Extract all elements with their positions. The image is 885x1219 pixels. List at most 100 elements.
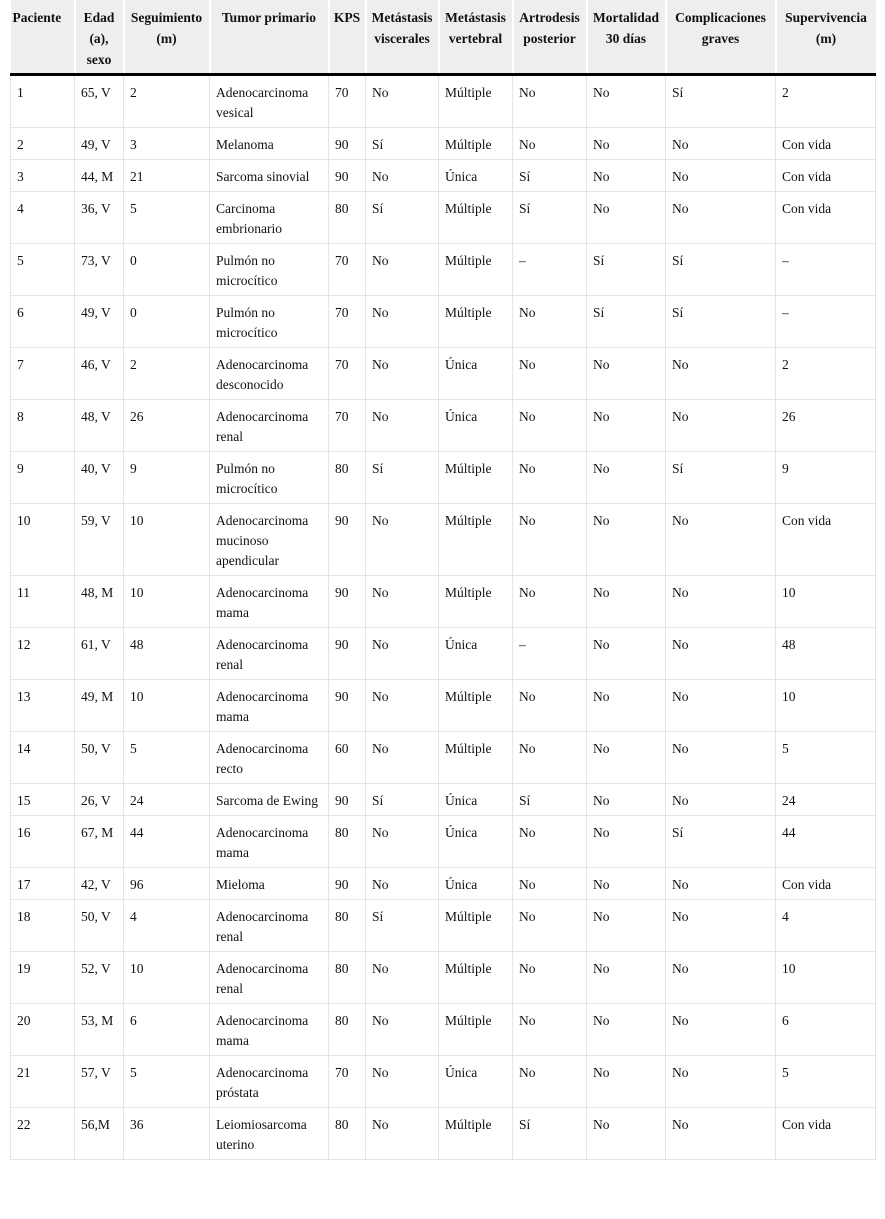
table-cell: 7	[10, 347, 75, 400]
table-cell: No	[365, 295, 439, 348]
table-cell: 11	[10, 575, 75, 628]
table-cell: Adenocarcinoma vesical	[209, 74, 329, 128]
table-cell: 24	[775, 783, 876, 816]
table-cell: 0	[123, 295, 210, 348]
table-cell: 59, V	[74, 503, 124, 576]
table-cell: No	[665, 191, 776, 244]
table-cell: Única	[438, 867, 513, 900]
table-cell: No	[512, 1003, 587, 1056]
table-cell: 5	[123, 731, 210, 784]
column-header: Seguimiento (m)	[122, 0, 210, 76]
table-cell: 80	[328, 951, 366, 1004]
table-cell: 60	[328, 731, 366, 784]
table-cell: 42, V	[74, 867, 124, 900]
table-cell: No	[512, 503, 587, 576]
table-cell: No	[365, 627, 439, 680]
table-cell: 5	[123, 1055, 210, 1108]
table-cell: 48, M	[74, 575, 124, 628]
table-row: 20 53, M 6 Adenocarcinoma mama 80 No Múltiple N…	[10, 1003, 876, 1056]
table-cell: 70	[328, 399, 366, 452]
table-cell: No	[512, 731, 587, 784]
table-cell: No	[665, 867, 776, 900]
table-cell: 1	[10, 74, 75, 128]
table-cell: Única	[438, 159, 513, 192]
table-cell: –	[775, 243, 876, 296]
table-cell: 9	[123, 451, 210, 504]
table-cell: 2	[775, 347, 876, 400]
table-cell: Única	[438, 627, 513, 680]
table-cell: Sarcoma sinovial	[209, 159, 329, 192]
table-cell: 10	[775, 679, 876, 732]
table-row: 3 44, M 21 Sarcoma sinovial 90 No Única Sí No No C…	[10, 159, 876, 192]
table-cell: Sí	[665, 243, 776, 296]
table-cell: 49, M	[74, 679, 124, 732]
table-cell: 50, V	[74, 731, 124, 784]
table-cell: No	[665, 731, 776, 784]
table-cell: No	[665, 347, 776, 400]
table-cell: No	[365, 399, 439, 452]
table-cell: Sí	[365, 127, 439, 160]
table-cell: No	[665, 127, 776, 160]
table-cell: No	[512, 399, 587, 452]
table-cell: No	[586, 899, 666, 952]
table-cell: No	[586, 451, 666, 504]
table-cell: 26	[775, 399, 876, 452]
column-header: Tumor primario	[208, 0, 329, 76]
table-cell: 56,M	[74, 1107, 124, 1160]
table-cell: Pulmón no microcítico	[209, 295, 329, 348]
table-cell: 6	[123, 1003, 210, 1056]
table-cell: 26, V	[74, 783, 124, 816]
table-cell: 18	[10, 899, 75, 952]
table-cell: Sí	[512, 191, 587, 244]
table-cell: No	[665, 575, 776, 628]
table-cell: No	[586, 191, 666, 244]
table-cell: 13	[10, 679, 75, 732]
table-cell: 80	[328, 451, 366, 504]
table-cell: No	[665, 951, 776, 1004]
table-cell: Sí	[512, 1107, 587, 1160]
table-cell: No	[586, 867, 666, 900]
table-cell: 40, V	[74, 451, 124, 504]
table-cell: 80	[328, 191, 366, 244]
table-cell: 10	[775, 951, 876, 1004]
table-cell: 90	[328, 867, 366, 900]
table-row: 19 52, V 10 Adenocarcinoma renal 80 No Múltipl…	[10, 951, 876, 1004]
table-cell: 73, V	[74, 243, 124, 296]
table-row: 8 48, V 26 Adenocarcinoma renal 70 No Única No N…	[10, 399, 876, 452]
column-header: Edad (a), sexo	[73, 0, 124, 76]
table-cell: 90	[328, 627, 366, 680]
column-header: Supervivencia (m)	[774, 0, 876, 76]
column-header: Mortalidad 30 días	[585, 0, 666, 76]
column-header: Artrodesis posterior	[511, 0, 587, 76]
table-cell: 90	[328, 127, 366, 160]
table-cell: 20	[10, 1003, 75, 1056]
table-cell: 70	[328, 295, 366, 348]
table-cell: 10	[10, 503, 75, 576]
table-cell: –	[512, 243, 587, 296]
table-row: 7 46, V 2 Adenocarcinoma desconocido 70 No Úni…	[10, 347, 876, 400]
table-cell: No	[512, 867, 587, 900]
table-cell: 70	[328, 1055, 366, 1108]
table-row: 5 73, V 0 Pulmón no microcítico 70 No Múltiple…	[10, 243, 876, 296]
table-cell: 10	[123, 503, 210, 576]
table-cell: 44	[775, 815, 876, 868]
table-cell: 80	[328, 815, 366, 868]
table-cell: 16	[10, 815, 75, 868]
table-cell: No	[512, 679, 587, 732]
table-cell: 21	[123, 159, 210, 192]
table-cell: 6	[775, 1003, 876, 1056]
table-cell: 70	[328, 347, 366, 400]
table-cell: No	[365, 347, 439, 400]
table-cell: 2	[123, 347, 210, 400]
table-cell: Múltiple	[438, 731, 513, 784]
table-cell: 5	[10, 243, 75, 296]
table-cell: No	[665, 783, 776, 816]
table-row: 21 57, V 5 Adenocarcinoma próstata 70 No Única…	[10, 1055, 876, 1108]
table-cell: 36	[123, 1107, 210, 1160]
table-body: 1 65, V 2 Adenocarcinoma vesical 70 No Múltipl…	[10, 74, 876, 1160]
column-header: KPS	[327, 0, 366, 76]
table-cell: Múltiple	[438, 679, 513, 732]
table-cell: Adenocarcinoma próstata	[209, 1055, 329, 1108]
table-cell: Pulmón no microcítico	[209, 243, 329, 296]
table-cell: No	[586, 575, 666, 628]
